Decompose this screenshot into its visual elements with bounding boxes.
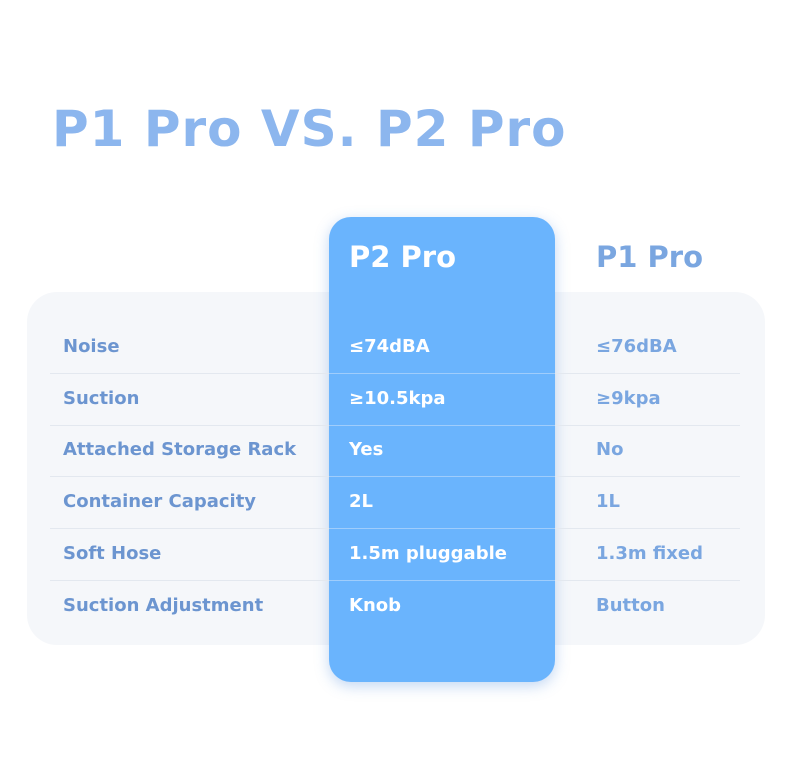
p2-pro-value: ≥10.5kpa bbox=[349, 387, 446, 409]
p1-pro-value: No bbox=[596, 439, 624, 461]
p1-pro-value: Button bbox=[596, 594, 665, 616]
table-row: Suction Adjustment Knob Button bbox=[50, 581, 740, 633]
p2-pro-value: 2L bbox=[349, 491, 373, 513]
table-row: Soft Hose 1.5m pluggable 1.3m fixed bbox=[50, 529, 740, 581]
row-divider-highlight bbox=[329, 579, 555, 581]
row-divider-highlight bbox=[329, 528, 555, 530]
column-header-p1-pro: P1 Pro bbox=[596, 240, 704, 274]
p2-pro-value: Yes bbox=[349, 439, 384, 461]
p2-pro-value: 1.5m pluggable bbox=[349, 542, 507, 564]
column-header-p2-pro: P2 Pro bbox=[349, 240, 457, 274]
row-divider-highlight bbox=[329, 424, 555, 426]
p2-pro-value: Knob bbox=[349, 594, 402, 616]
table-row: Container Capacity 2L 1L bbox=[50, 477, 740, 530]
highlight-column bbox=[329, 217, 555, 682]
feature-label: Container Capacity bbox=[63, 491, 257, 513]
table-row: Attached Storage Rack Yes No bbox=[50, 425, 740, 478]
p1-pro-value: 1L bbox=[596, 491, 620, 513]
feature-label: Noise bbox=[63, 336, 120, 357]
p1-pro-value: ≥9kpa bbox=[596, 387, 661, 409]
p1-pro-value: ≤76dBA bbox=[596, 336, 677, 357]
feature-label: Suction Adjustment bbox=[63, 594, 264, 616]
row-divider-highlight bbox=[329, 373, 555, 374]
p2-pro-value: ≤74dBA bbox=[349, 336, 430, 357]
table-row: Noise ≤74dBA ≤76dBA bbox=[50, 322, 740, 374]
feature-label: Suction bbox=[63, 387, 140, 409]
p1-pro-value: 1.3m fixed bbox=[596, 542, 703, 564]
page-title: P1 Pro VS. P2 Pro bbox=[52, 100, 567, 158]
row-divider-highlight bbox=[329, 476, 555, 478]
feature-label: Soft Hose bbox=[63, 542, 162, 564]
feature-label: Attached Storage Rack bbox=[63, 439, 297, 461]
table-row: Suction ≥10.5kpa ≥9kpa bbox=[50, 374, 740, 426]
